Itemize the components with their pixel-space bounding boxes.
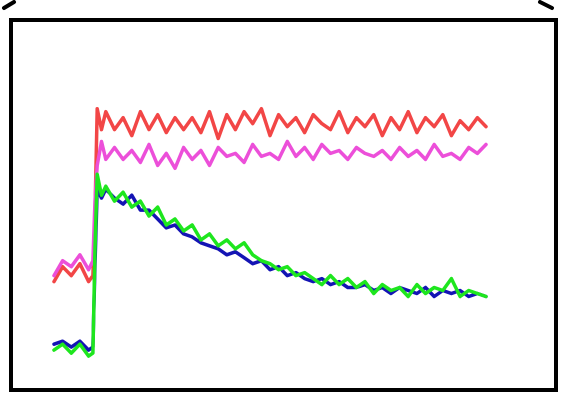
series-layer	[52, 106, 488, 358]
outer-frame-edge	[2, 0, 554, 10]
series-line-2	[52, 139, 488, 278]
series-line-1	[52, 106, 488, 284]
plot-frame	[9, 18, 558, 392]
series-line-4	[52, 172, 488, 358]
